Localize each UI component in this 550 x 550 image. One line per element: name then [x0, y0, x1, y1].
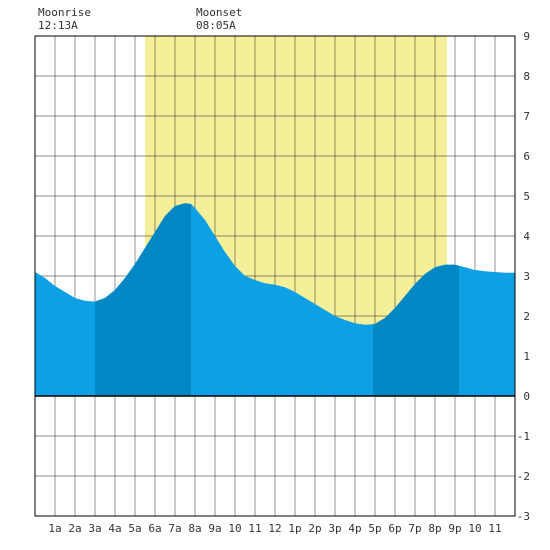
y-tick-label: 1: [523, 350, 530, 363]
frame-layer: [34, 35, 516, 517]
x-tick-label: 4a: [108, 522, 121, 535]
x-tick-label: 9p: [448, 522, 461, 535]
moonset-label: Moonset: [196, 6, 243, 19]
y-tick-label: -1: [517, 430, 530, 443]
y-tick-labels: -3 -2 -1 0 1 2 3 4 5 6 7 8 9: [517, 30, 531, 523]
moonrise-time: 12:13A: [38, 19, 78, 32]
x-tick-label: 1p: [288, 522, 301, 535]
tide-area-layer: [35, 203, 515, 396]
y-tick-label: 8: [523, 70, 530, 83]
y-tick-label: -2: [517, 470, 530, 483]
x-tick-label: 1a: [48, 522, 61, 535]
x-tick-label: 10: [228, 522, 241, 535]
x-tick-label: 5p: [368, 522, 381, 535]
x-tick-label: 3p: [328, 522, 341, 535]
x-tick-label: 11: [248, 522, 261, 535]
x-tick-label: 4p: [348, 522, 361, 535]
moonrise-info: Moonrise 12:13A: [38, 6, 91, 32]
y-tick-label: 0: [523, 390, 530, 403]
x-tick-label: 5a: [128, 522, 141, 535]
y-tick-label: 3: [523, 270, 530, 283]
x-tick-label: 7p: [408, 522, 421, 535]
x-tick-label: 11: [488, 522, 501, 535]
plot-frame: [34, 35, 516, 517]
moonset-info: Moonset 08:05A: [196, 6, 242, 32]
x-tick-label: 7a: [168, 522, 181, 535]
x-tick-label: 8p: [428, 522, 441, 535]
y-tick-label: 2: [523, 310, 530, 323]
y-tick-label: 9: [523, 30, 530, 43]
x-tick-label: 2a: [68, 522, 81, 535]
moonrise-label: Moonrise: [38, 6, 91, 19]
x-tick-label: 6p: [388, 522, 401, 535]
x-tick-label: 3a: [88, 522, 101, 535]
x-tick-label: 8a: [188, 522, 201, 535]
x-tick-labels: 1a 2a 3a 4a 5a 6a 7a 8a 9a 10 11 12 1p 2p 3p 4p 5p 6p 7p 8p…: [48, 522, 501, 535]
x-tick-label: 12: [268, 522, 281, 535]
x-tick-label: 2p: [308, 522, 321, 535]
y-tick-label: 5: [523, 190, 530, 203]
moonset-time: 08:05A: [196, 19, 236, 32]
y-tick-label: 4: [523, 230, 530, 243]
y-tick-label: -3: [517, 510, 530, 523]
y-tick-label: 6: [523, 150, 530, 163]
y-tick-label: 7: [523, 110, 530, 123]
x-tick-label: 10: [468, 522, 481, 535]
x-tick-label: 6a: [148, 522, 161, 535]
x-tick-label: 9a: [208, 522, 221, 535]
